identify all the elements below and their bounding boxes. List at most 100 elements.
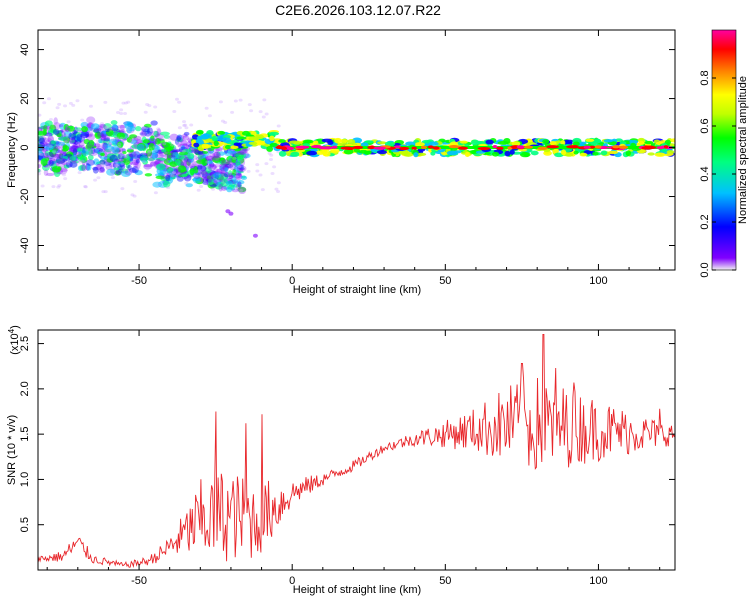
spectrogram-cell <box>153 105 158 109</box>
spectrogram-cell <box>199 135 209 140</box>
spectrogram-cell <box>177 100 182 104</box>
spectrogram-cell <box>218 151 225 156</box>
spectrogram-cell <box>38 172 42 176</box>
spectrogram-cell <box>96 163 105 170</box>
spectrogram-cell <box>207 160 213 165</box>
spectrogram-cell <box>75 135 82 142</box>
spectrogram-cell <box>110 173 115 177</box>
spectrogram-cell <box>161 148 167 153</box>
snr-x-tick-label: 50 <box>439 575 451 587</box>
spectrogram-cell <box>114 170 121 176</box>
spectrogram-cell <box>39 140 47 146</box>
spectrogram-cell <box>224 144 231 150</box>
spectrogram-cell <box>60 157 68 166</box>
spectrogram-cell <box>215 148 220 152</box>
spectrogram-cell <box>266 145 274 152</box>
spectrogram-cell <box>124 168 133 176</box>
spectrogram-cell <box>63 177 68 181</box>
spectrogram-cell <box>116 132 125 140</box>
spectrogram-cell <box>126 100 131 104</box>
spectrogram-cell <box>229 162 237 171</box>
spectrogram-cell <box>75 99 80 103</box>
spectrogram-cell <box>293 141 302 145</box>
spectrogram-cell <box>238 98 243 102</box>
spectrogram-cell <box>247 103 252 107</box>
spectrogram-cell <box>231 156 237 164</box>
spectrogram-cell <box>75 141 80 145</box>
spectrogram-cell <box>255 169 260 173</box>
colorbar-tick-label: 0.8 <box>699 70 711 85</box>
spectrogram-cell <box>68 139 77 144</box>
spectrogram-cell <box>58 124 64 128</box>
spectrogram-cell <box>186 152 195 160</box>
spectrogram-cell <box>154 158 161 165</box>
spectrogram-cell <box>62 148 69 152</box>
spectrogram-cell <box>179 156 188 161</box>
spectrogram-y-tick-label: -40 <box>19 238 31 254</box>
spectrogram-cell <box>143 128 150 134</box>
spectrogram-cell <box>654 152 666 157</box>
spectrogram-cell <box>103 190 108 194</box>
spectrogram-cell <box>471 139 479 146</box>
spectrogram-cell <box>50 153 60 158</box>
spectrogram-cell <box>123 111 128 115</box>
spectrogram-cell <box>80 130 90 139</box>
spectrogram-cell <box>96 176 101 180</box>
spectrogram-cell <box>161 141 170 147</box>
spectrogram-cell <box>223 171 229 178</box>
snr-x-ticks: -50 0 50 100 <box>46 330 661 587</box>
spectrogram-cell <box>84 133 90 138</box>
spectrogram-cell <box>51 185 56 189</box>
spectrogram-cell <box>63 104 68 108</box>
spectrogram-peak <box>496 146 504 150</box>
spectrogram-cell <box>107 141 112 145</box>
spectrogram-cell <box>661 148 668 153</box>
spectrogram-cell <box>201 170 208 179</box>
spectrogram-cell <box>358 149 369 154</box>
spectrogram-cell <box>123 155 128 159</box>
spectrogram-cell <box>63 137 74 143</box>
spectrogram-cell <box>552 148 559 154</box>
spectrogram-cell <box>68 101 73 105</box>
spectrogram-cell <box>176 134 185 143</box>
spectrogram-peak <box>331 145 338 149</box>
spectrogram-cell <box>182 133 188 138</box>
spectrogram-cell <box>377 141 387 145</box>
spectrogram-cell <box>270 172 275 176</box>
spectrogram-cell <box>43 143 54 151</box>
spectrogram-cell <box>84 131 94 137</box>
spectrogram-x-label: Height of straight line (km) <box>293 284 421 296</box>
spectrogram-cell <box>592 151 599 156</box>
spectrogram-marks <box>38 97 675 238</box>
spectrogram-cell <box>236 136 247 140</box>
spectrogram-peak <box>594 145 602 149</box>
spectrogram-cell <box>72 130 77 135</box>
spectrogram-cell <box>99 166 105 173</box>
spectrogram-cell <box>237 186 247 193</box>
spectrogram-cell <box>205 182 210 186</box>
spectrogram-cell <box>235 188 240 192</box>
spectrogram-peak <box>583 145 591 149</box>
spectrogram-cell <box>94 149 100 154</box>
spectrogram-cell <box>239 147 247 155</box>
spectrogram-peak <box>589 145 596 149</box>
spectrogram-cell <box>142 139 151 144</box>
snr-y-ticks: 0.5 1.0 1.5 2.0 2.5 <box>19 336 675 532</box>
spectrogram-cell <box>83 121 88 125</box>
spectrogram-cell <box>230 110 235 114</box>
colorbar-tick-label: 0.6 <box>699 118 711 133</box>
spectrogram-cell <box>222 137 232 143</box>
spectrogram-cell <box>219 175 224 182</box>
spectrogram-y-label: Frequency (Hz) <box>6 112 18 188</box>
spectrogram-cell <box>48 159 54 167</box>
colorbar-gradient <box>711 29 737 271</box>
spectrogram-cell <box>185 183 193 188</box>
spectrogram-cell <box>80 121 89 128</box>
spectrogram-cell <box>180 139 188 146</box>
spectrogram-cell <box>169 133 179 141</box>
spectrogram-cell <box>76 145 83 149</box>
spectrogram-cell <box>153 191 158 195</box>
spectrogram-cell <box>278 150 287 157</box>
spectrogram-cell <box>143 110 148 114</box>
spectrogram-cell <box>75 127 83 132</box>
